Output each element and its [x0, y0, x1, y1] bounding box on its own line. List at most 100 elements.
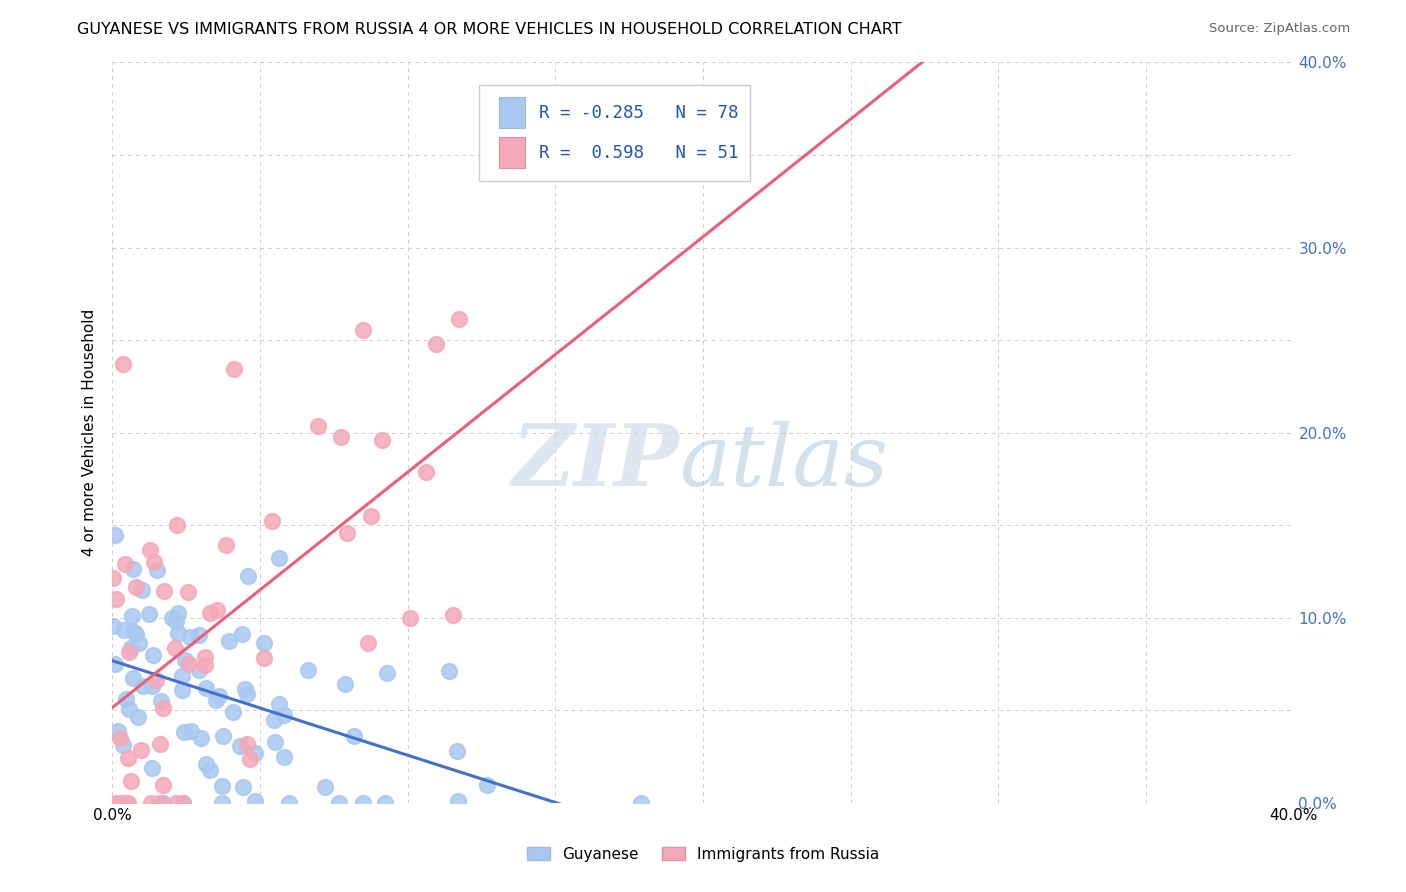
Point: [205, 693, 228, 707]
FancyBboxPatch shape: [499, 97, 524, 128]
Point: [103, 571, 125, 585]
Point: [352, 796, 374, 810]
Text: atlas: atlas: [679, 421, 889, 504]
Point: [263, 713, 285, 727]
Point: [129, 743, 152, 757]
Point: [208, 689, 231, 703]
Text: ZIP: ZIP: [512, 420, 679, 504]
Point: [375, 666, 398, 681]
Point: [425, 337, 447, 351]
Point: [415, 465, 437, 479]
Point: [447, 312, 470, 326]
Point: [267, 698, 290, 712]
Point: [125, 627, 148, 641]
Point: [314, 780, 336, 794]
Point: [195, 757, 218, 772]
Point: [243, 794, 266, 808]
Point: [194, 649, 217, 664]
Point: [145, 673, 167, 687]
Point: [253, 636, 276, 650]
Point: [267, 551, 290, 566]
Point: [222, 362, 245, 376]
Point: [198, 763, 221, 777]
Point: [231, 627, 253, 641]
Point: [104, 528, 127, 542]
Point: [131, 583, 153, 598]
Point: [114, 557, 136, 571]
Point: [104, 657, 127, 672]
Point: [343, 729, 366, 743]
Point: [166, 517, 188, 532]
Point: [190, 731, 212, 746]
Point: [146, 563, 169, 577]
Point: [120, 641, 142, 656]
Point: [165, 641, 187, 656]
Point: [141, 679, 163, 693]
Point: [264, 735, 287, 749]
Point: [174, 653, 197, 667]
Point: [120, 773, 142, 788]
Point: [200, 606, 222, 620]
Point: [117, 750, 139, 764]
Point: [211, 796, 233, 810]
Point: [441, 607, 464, 622]
Point: [336, 525, 359, 540]
Point: [105, 796, 128, 810]
Point: [149, 737, 172, 751]
Point: [437, 665, 460, 679]
Point: [330, 430, 353, 444]
Point: [125, 580, 148, 594]
Point: [138, 607, 160, 621]
Point: [148, 796, 170, 810]
Point: [165, 614, 187, 628]
Point: [245, 746, 267, 760]
Point: [212, 729, 235, 743]
Point: [152, 701, 174, 715]
Point: [179, 657, 201, 671]
FancyBboxPatch shape: [499, 137, 524, 169]
Point: [236, 687, 259, 701]
Point: [179, 630, 201, 644]
Point: [172, 796, 194, 810]
Point: [118, 645, 141, 659]
Point: [277, 796, 299, 810]
Point: [152, 779, 174, 793]
Point: [232, 780, 254, 794]
Point: [121, 609, 143, 624]
Point: [122, 671, 145, 685]
Point: [172, 682, 194, 697]
Point: [128, 636, 150, 650]
Point: [152, 796, 174, 810]
Point: [447, 794, 470, 808]
Point: [398, 611, 420, 625]
Point: [188, 663, 211, 677]
Point: [111, 738, 134, 752]
Point: [162, 611, 184, 625]
Point: [150, 694, 173, 708]
Y-axis label: 4 or more Vehicles in Household: 4 or more Vehicles in Household: [82, 309, 97, 557]
Point: [180, 723, 202, 738]
Point: [112, 624, 135, 638]
Point: [262, 514, 284, 528]
Point: [239, 752, 262, 766]
Point: [194, 657, 217, 672]
Point: [218, 634, 240, 648]
Point: [236, 737, 259, 751]
Point: [139, 543, 162, 558]
Point: [297, 664, 319, 678]
Point: [215, 538, 238, 552]
Point: [142, 648, 165, 662]
Point: [188, 627, 211, 641]
Point: [195, 681, 218, 696]
Point: [166, 625, 188, 640]
Point: [118, 702, 141, 716]
Point: [110, 731, 132, 746]
Point: [153, 583, 176, 598]
Point: [172, 796, 194, 810]
Point: [211, 780, 233, 794]
Point: [122, 624, 145, 639]
Point: [222, 705, 245, 719]
Point: [141, 761, 163, 775]
Point: [205, 603, 228, 617]
Point: [132, 679, 155, 693]
